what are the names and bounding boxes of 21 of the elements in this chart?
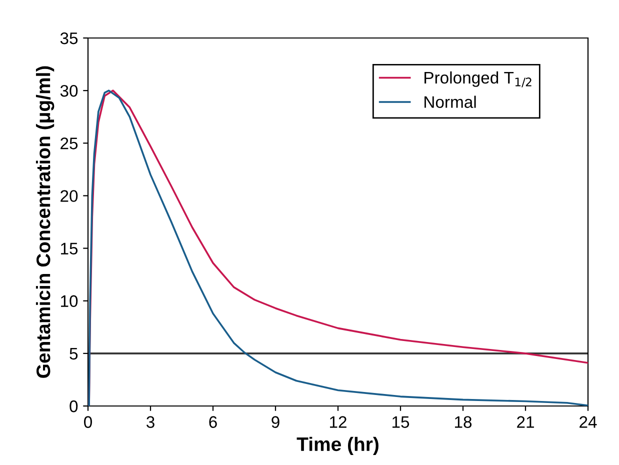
x-tick-label: 18 <box>455 416 472 428</box>
x-tick-label: 12 <box>330 416 346 428</box>
y-tick-label: 25 <box>60 138 78 150</box>
y-tick-label: 0 <box>70 400 78 412</box>
x-tick-label: 0 <box>84 416 92 428</box>
x-tick-label: 6 <box>209 416 217 428</box>
y-tick-label: 5 <box>70 348 78 360</box>
legend-label: Prolonged T$_{1/2}$ <box>424 71 532 88</box>
y-tick-label: 15 <box>61 242 78 254</box>
x-axis-title: Time (hr) <box>296 436 378 455</box>
y-tick-label: 20 <box>60 190 78 202</box>
y-axis-title: Gentamicin Concentration (μg/ml) <box>36 66 54 378</box>
x-tick-label: 15 <box>392 416 410 428</box>
x-tick-label: 9 <box>272 416 280 428</box>
y-tick-label: 35 <box>60 32 78 44</box>
legend-label: Normal <box>424 96 476 108</box>
x-tick-label: 21 <box>517 416 534 428</box>
x-tick-label: 24 <box>580 416 597 428</box>
y-tick-label: 30 <box>60 84 78 97</box>
y-tick-label: 10 <box>61 295 78 308</box>
x-tick-label: 3 <box>146 416 154 428</box>
